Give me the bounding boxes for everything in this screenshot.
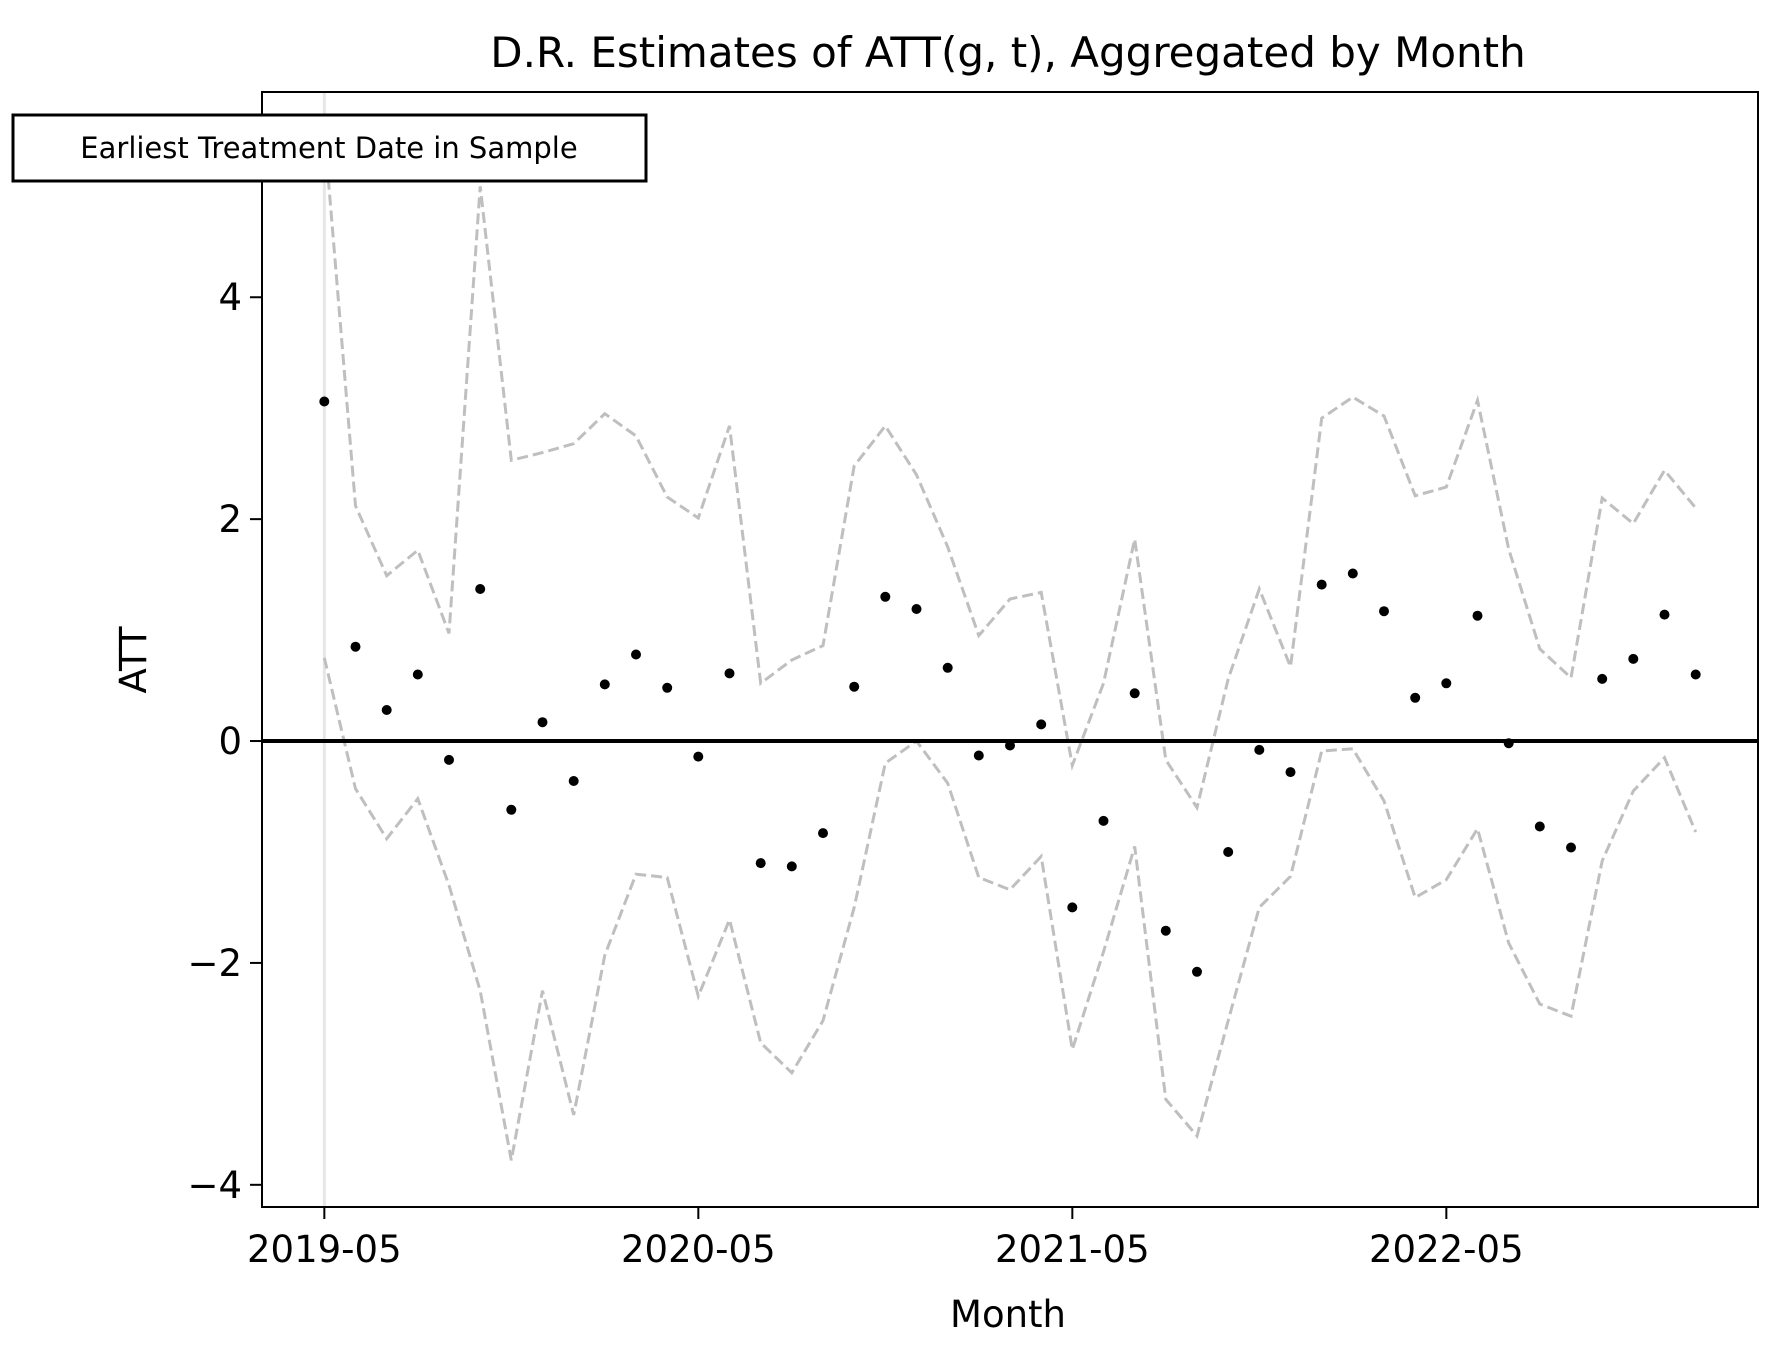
att-point	[755, 858, 766, 869]
att-point	[1472, 610, 1483, 621]
att-point	[1129, 688, 1140, 699]
att-point	[1223, 847, 1234, 857]
att-point	[319, 396, 330, 407]
att-point	[1316, 579, 1327, 590]
y-tick-label: 2	[218, 498, 242, 541]
att-point	[537, 717, 548, 728]
plot-frame	[261, 91, 1759, 1208]
att-point	[1441, 678, 1452, 689]
att-point	[568, 776, 579, 786]
annotation-box: Earliest Treatment Date in Sample	[11, 113, 648, 183]
att-point	[475, 584, 486, 594]
att-point	[1160, 925, 1171, 936]
att-point	[412, 669, 423, 680]
att-point	[1659, 609, 1670, 620]
att-point	[1597, 673, 1608, 684]
att-point	[381, 705, 392, 715]
att-point	[1503, 738, 1514, 749]
y-tick-label: 0	[218, 720, 242, 763]
att-points	[319, 396, 1701, 977]
x-axis-label: Month	[950, 1293, 1066, 1336]
att-point	[724, 668, 735, 679]
att-point	[631, 649, 641, 660]
att-point	[1410, 692, 1421, 703]
att-point	[1285, 767, 1296, 778]
att-point	[1566, 842, 1576, 853]
att-point	[1192, 966, 1202, 977]
att-point	[1628, 653, 1639, 664]
att-point	[880, 591, 891, 602]
att-point	[444, 754, 454, 765]
att-point	[599, 679, 610, 690]
att-point	[506, 804, 517, 815]
att-point	[1036, 719, 1047, 730]
att-point	[1690, 669, 1701, 680]
att-point	[1534, 821, 1545, 832]
att-point	[1254, 744, 1265, 755]
att-point	[693, 751, 704, 762]
att-point	[818, 828, 828, 839]
att-point	[911, 604, 922, 614]
att-point	[1005, 740, 1015, 751]
att-point	[1067, 902, 1078, 913]
confidence-bands	[322, 130, 1698, 1161]
att-point	[1379, 606, 1389, 617]
att-point	[849, 681, 860, 692]
att-point	[973, 750, 984, 761]
y-tick-label: −4	[187, 1164, 242, 1207]
x-tick-label: 2022-05	[1369, 1228, 1524, 1271]
att-point	[942, 662, 953, 673]
x-tick-label: 2020-05	[621, 1228, 776, 1271]
y-tick-label: 4	[218, 276, 242, 319]
y-tick-label: −2	[187, 942, 242, 985]
ci-lower-line	[322, 657, 1698, 1161]
x-tick-label: 2021-05	[995, 1228, 1150, 1271]
ci-upper-line	[322, 130, 1697, 812]
y-axis-ticks: −4 −2 0 2 4	[187, 276, 262, 1207]
plot-area	[261, 91, 1759, 1208]
att-point	[1347, 568, 1358, 579]
x-tick-label: 2019-05	[247, 1228, 402, 1271]
att-point	[1098, 815, 1109, 826]
att-point	[350, 641, 361, 652]
att-point	[786, 861, 797, 872]
x-axis-ticks: 2019-05 2020-05 2021-05 2022-05	[247, 1207, 1524, 1271]
chart-title: D.R. Estimates of ATT(g, t), Aggregated …	[490, 28, 1525, 77]
annotation-text: Earliest Treatment Date in Sample	[80, 131, 577, 165]
y-axis-label: ATT	[112, 626, 155, 693]
att-point	[662, 682, 673, 693]
